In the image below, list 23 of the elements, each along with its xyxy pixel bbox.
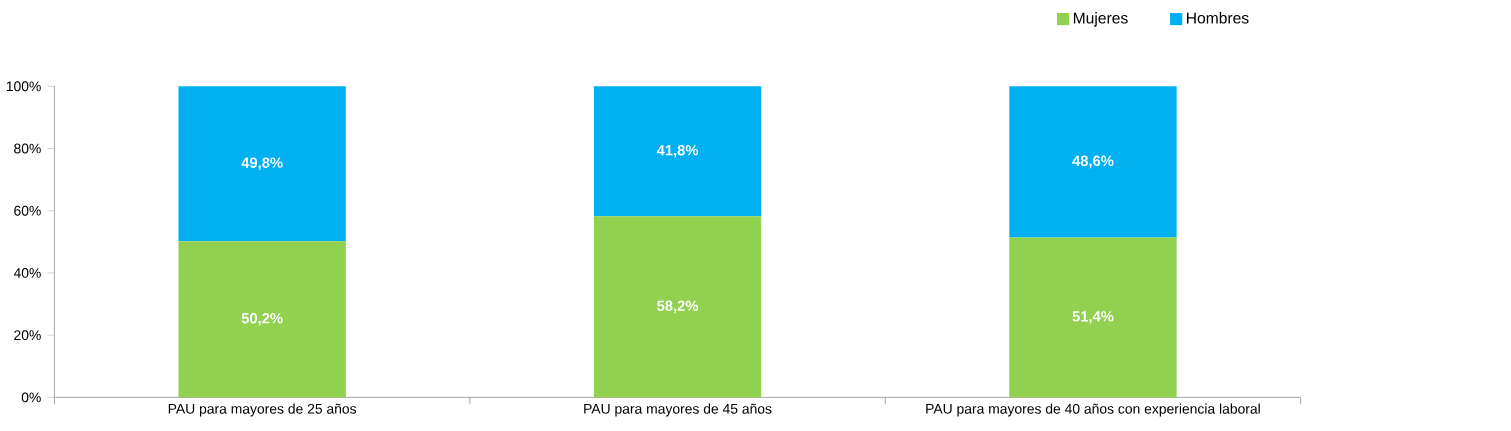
bar [1009,237,1177,398]
y-tick-label: 80% [14,143,41,154]
y-tick-label: 60% [14,206,41,216]
bar [178,86,346,242]
data-label: 41,8% [656,145,699,158]
bar [593,216,762,398]
bar [593,86,762,217]
data-label: 51,4% [1072,311,1114,324]
y-tick-label: 0% [21,392,41,403]
x-tick-label: PAU para mayores de 45 años [584,403,772,417]
data-label: 48,6% [1072,155,1114,169]
y-tick-label: 40% [13,268,41,279]
x-tick-label: PAU para mayores de 40 años con experiencia laboral [926,403,1260,417]
y-tick-label: 20% [14,330,41,341]
legend-label: Mujeres [1073,12,1128,27]
bar [1009,86,1177,238]
legend-label: Hombres [1187,12,1249,24]
data-label: 58,2% [657,300,699,314]
x-tick-label: PAU para mayores de 25 años [168,403,357,417]
y-tick-label: 100% [6,81,41,92]
data-label: 50,2% [241,313,283,326]
bar [178,241,346,398]
data-label: 49,8% [241,157,283,171]
